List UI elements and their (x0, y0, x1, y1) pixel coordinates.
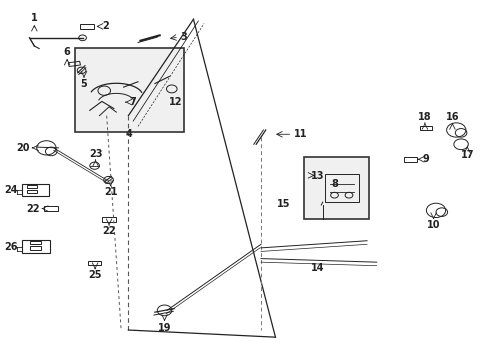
Text: 4: 4 (126, 129, 132, 139)
Text: 14: 14 (310, 262, 324, 273)
Text: 19: 19 (158, 323, 171, 333)
Text: 1: 1 (31, 13, 38, 23)
Text: 22: 22 (102, 226, 116, 237)
Bar (304, 157, 369, 219)
Text: 5: 5 (81, 79, 87, 89)
Text: 11: 11 (293, 129, 306, 139)
Text: 21: 21 (103, 187, 117, 197)
Text: 25: 25 (88, 270, 102, 280)
Text: 23: 23 (89, 149, 102, 158)
Text: 6: 6 (63, 48, 70, 58)
Text: 20: 20 (16, 143, 29, 153)
Bar (22, 240, 50, 253)
Text: 7: 7 (129, 97, 136, 107)
Text: 22: 22 (26, 203, 40, 213)
Text: 26: 26 (4, 242, 18, 252)
Text: 10: 10 (426, 220, 440, 230)
Text: 12: 12 (169, 97, 183, 107)
Text: 18: 18 (417, 112, 431, 122)
Bar (324, 174, 358, 202)
Text: 2: 2 (102, 21, 108, 31)
Text: 3: 3 (180, 32, 186, 42)
Text: 15: 15 (277, 199, 290, 209)
Text: 9: 9 (422, 154, 428, 164)
Circle shape (79, 35, 86, 41)
Text: 24: 24 (4, 185, 18, 195)
Bar (22, 184, 49, 196)
Text: 17: 17 (460, 150, 473, 160)
Bar (75, 48, 183, 132)
Text: 13: 13 (310, 171, 324, 181)
Text: 16: 16 (445, 112, 458, 122)
Text: 8: 8 (331, 179, 338, 189)
